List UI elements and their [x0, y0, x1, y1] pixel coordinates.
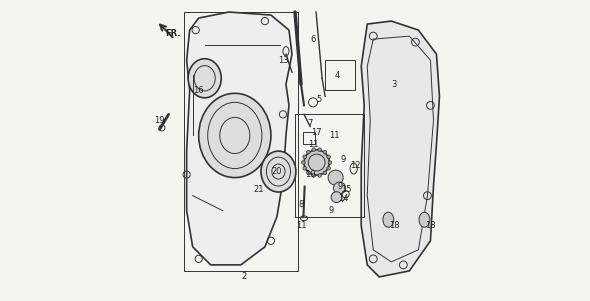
Text: 15: 15	[341, 185, 352, 194]
Text: 3: 3	[392, 80, 397, 89]
Text: 19: 19	[155, 116, 165, 125]
Text: 17: 17	[311, 128, 322, 137]
Text: 9: 9	[329, 206, 334, 215]
Ellipse shape	[188, 59, 221, 98]
Ellipse shape	[304, 150, 329, 175]
Text: 11: 11	[308, 140, 319, 149]
Ellipse shape	[303, 155, 307, 159]
Text: 4: 4	[335, 71, 340, 80]
Ellipse shape	[327, 155, 330, 159]
Bar	[303, 132, 314, 144]
Ellipse shape	[307, 171, 310, 175]
Text: 21: 21	[254, 185, 264, 194]
Text: 5: 5	[316, 95, 322, 104]
Ellipse shape	[303, 166, 307, 170]
Bar	[295, 114, 364, 217]
Ellipse shape	[328, 161, 332, 164]
Ellipse shape	[307, 150, 310, 154]
Ellipse shape	[199, 93, 271, 178]
Polygon shape	[186, 12, 292, 265]
Ellipse shape	[301, 161, 305, 164]
Text: 18: 18	[389, 221, 399, 230]
Bar	[183, 12, 298, 271]
Text: 8: 8	[299, 200, 304, 209]
Text: 13: 13	[278, 56, 289, 65]
Ellipse shape	[318, 148, 322, 151]
Polygon shape	[361, 21, 440, 277]
Ellipse shape	[312, 174, 316, 177]
Ellipse shape	[383, 212, 394, 227]
Text: 2: 2	[241, 272, 247, 281]
Ellipse shape	[323, 171, 327, 175]
Text: 6: 6	[310, 35, 316, 44]
Ellipse shape	[323, 150, 327, 154]
Ellipse shape	[331, 192, 342, 203]
Ellipse shape	[333, 182, 346, 194]
Text: 10: 10	[305, 170, 315, 179]
Text: FR.: FR.	[166, 29, 181, 38]
Text: 11: 11	[329, 131, 339, 140]
Text: 11: 11	[296, 221, 306, 230]
Text: 20: 20	[271, 167, 282, 176]
Ellipse shape	[328, 170, 343, 185]
Ellipse shape	[419, 212, 430, 227]
Text: 18: 18	[425, 221, 436, 230]
Ellipse shape	[327, 166, 330, 170]
Bar	[325, 60, 355, 90]
Ellipse shape	[261, 151, 296, 192]
Text: 12: 12	[350, 161, 360, 170]
Text: 9: 9	[340, 155, 346, 164]
Ellipse shape	[318, 174, 322, 177]
Text: 16: 16	[194, 86, 204, 95]
Ellipse shape	[312, 148, 316, 151]
Text: 9: 9	[337, 182, 343, 191]
Text: 14: 14	[338, 194, 349, 203]
Text: 7: 7	[307, 119, 313, 128]
